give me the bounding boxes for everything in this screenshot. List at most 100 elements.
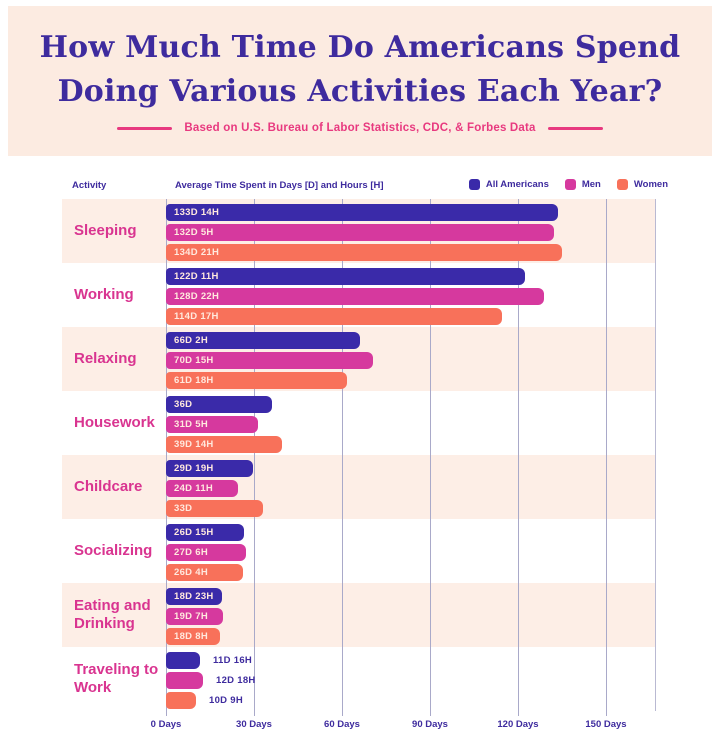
bar-line: 19D 7H: [166, 608, 223, 625]
bar-value-label: 12D 18H: [216, 675, 256, 686]
subtitle: Based on U.S. Bureau of Labor Statistics…: [8, 122, 712, 134]
bar-value-label: 27D 6H: [174, 547, 209, 558]
bar-group: 122D 11H 128D 22H 114D 17H: [166, 265, 544, 328]
bar-group: 36D 31D 5H 39D 14H: [166, 393, 282, 456]
bar-women: 26D 4H: [166, 564, 243, 581]
activity-label: Sleeping: [74, 222, 137, 239]
bar-value-label: 114D 17H: [174, 311, 219, 322]
bar-all-americans: 133D 14H: [166, 204, 558, 221]
activity-label: Working: [74, 286, 134, 303]
legend-swatch-icon: [564, 179, 576, 190]
bar-value-label: 39D 14H: [174, 439, 214, 450]
bar-group: 18D 23H 19D 7H 18D 8H: [166, 585, 223, 648]
legend: All Americans Men Women: [468, 179, 668, 190]
bar-line: 18D 8H: [166, 628, 223, 645]
chart-row: Housework 36D 31D 5H 39D 14H: [62, 391, 655, 455]
legend-item: All Americans: [468, 179, 549, 190]
activity-column-label: Activity: [72, 180, 107, 191]
chart-row: Childcare 29D 19H 24D 11H 33D: [62, 455, 655, 519]
bar-line: 36D: [166, 396, 282, 413]
legend-label: All Americans: [485, 179, 549, 190]
bar-line: 61D 18H: [166, 372, 373, 389]
bar-value-label: 122D 11H: [174, 271, 219, 282]
bar-line: 24D 11H: [166, 480, 263, 497]
legend-label: Women: [633, 179, 668, 190]
bar-line: 10D 9H: [166, 692, 256, 709]
bar-all-americans: 66D 2H: [166, 332, 360, 349]
gridline: [430, 199, 431, 716]
bar-value-label: 31D 5H: [174, 419, 209, 430]
legend-label: Men: [581, 179, 601, 190]
bar-women: 114D 17H: [166, 308, 502, 325]
legend-item: Men: [564, 179, 601, 190]
gridline: [518, 199, 519, 716]
bar-value-label: 26D 4H: [174, 567, 209, 578]
bar-all-americans: 36D: [166, 396, 272, 413]
subtitle-dash-right: [547, 126, 603, 130]
activity-label: Childcare: [74, 478, 143, 495]
bar-men: [166, 672, 203, 689]
bar-value-label: 24D 11H: [174, 483, 214, 494]
activity-label: Relaxing: [74, 350, 137, 367]
bar-group: 11D 16H 12D 18H 10D 9H: [166, 649, 256, 712]
chart-row: Socializing 26D 15H 27D 6H 26D 4H: [62, 519, 655, 583]
bar-line: 26D 15H: [166, 524, 246, 541]
bar-all-americans: 26D 15H: [166, 524, 244, 541]
bar-men: 19D 7H: [166, 608, 223, 625]
bar-value-label: 133D 14H: [174, 207, 220, 218]
bar-women: 134D 21H: [166, 244, 562, 261]
bar-value-label: 36D: [174, 399, 193, 410]
x-axis-tick-label: 60 Days: [324, 719, 360, 730]
bar-value-label: 26D 15H: [174, 527, 214, 538]
activity-label: Traveling to Work: [74, 661, 159, 696]
bar-value-label: 66D 2H: [174, 335, 209, 346]
bar-value-label: 134D 21H: [174, 247, 220, 258]
bar-value-label: 18D 23H: [174, 591, 214, 602]
bar-line: 66D 2H: [166, 332, 373, 349]
title-line-2: Doing Various Activities Each Year?: [57, 74, 663, 109]
bar-all-americans: 29D 19H: [166, 460, 253, 477]
chart-row: Eating and Drinking 18D 23H 19D 7H 18D 8H: [62, 583, 655, 647]
bar-value-label: 128D 22H: [174, 291, 220, 302]
bar-women: 61D 18H: [166, 372, 347, 389]
bar-men: 24D 11H: [166, 480, 238, 497]
title-line-1: How Much Time Do Americans Spend: [39, 30, 681, 65]
bar-men: 31D 5H: [166, 416, 258, 433]
bar-line: 29D 19H: [166, 460, 263, 477]
bar-line: 33D: [166, 500, 263, 517]
bar-group: 26D 15H 27D 6H 26D 4H: [166, 521, 246, 584]
bar-line: 18D 23H: [166, 588, 223, 605]
bar-women: [166, 692, 196, 709]
bar-value-label: 10D 9H: [209, 695, 244, 706]
bar-line: 70D 15H: [166, 352, 373, 369]
bar-value-label: 132D 5H: [174, 227, 214, 238]
bar-women: 18D 8H: [166, 628, 220, 645]
activity-label: Housework: [74, 414, 155, 431]
x-axis-tick-label: 30 Days: [236, 719, 272, 730]
chart-row: Traveling to Work 11D 16H 12D 18H 10D 9H: [62, 647, 655, 711]
x-axis-tick-label: 150 Days: [585, 719, 627, 730]
bar-line: 31D 5H: [166, 416, 282, 433]
bar-line: 128D 22H: [166, 288, 544, 305]
bar-men: 27D 6H: [166, 544, 246, 561]
gridline: [342, 199, 343, 716]
chart-row: Working 122D 11H 128D 22H 114D 17H: [62, 263, 655, 327]
activity-label: Eating and Drinking: [74, 597, 151, 632]
bar-line: 132D 5H: [166, 224, 562, 241]
page-title: How Much Time Do Americans Spend Doing V…: [8, 6, 712, 114]
bar-value-label: 29D 19H: [174, 463, 214, 474]
bar-group: 66D 2H 70D 15H 61D 18H: [166, 329, 373, 392]
chart-rows: Sleeping 133D 14H 132D 5H 134D 21H Working 12…: [62, 199, 655, 711]
bar-line: 134D 21H: [166, 244, 562, 261]
bar-value-label: 11D 16H: [213, 655, 253, 666]
bar-value-label: 19D 7H: [174, 611, 209, 622]
gridline: [166, 199, 167, 716]
bar-men: 70D 15H: [166, 352, 373, 369]
bar-line: 114D 17H: [166, 308, 544, 325]
bar-all-americans: 122D 11H: [166, 268, 525, 285]
chart-row: Sleeping 133D 14H 132D 5H 134D 21H: [62, 199, 655, 263]
legend-swatch-icon: [616, 179, 628, 190]
bar-group: 133D 14H 132D 5H 134D 21H: [166, 201, 562, 264]
header-panel: How Much Time Do Americans Spend Doing V…: [8, 6, 712, 156]
